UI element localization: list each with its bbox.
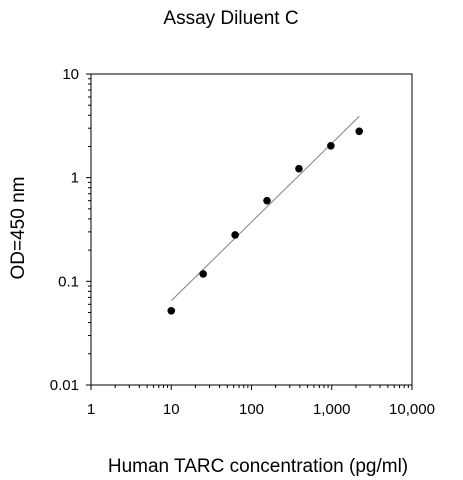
y-tick-label: 0.1 (58, 273, 79, 290)
axis-ticks: 1 10 100 1,000 10,000 0.01 0.1 1 10 (50, 66, 435, 418)
data-point (231, 231, 239, 239)
y-tick-label: 10 (62, 66, 79, 83)
data-point (327, 141, 335, 150)
data-points (167, 127, 364, 315)
y-axis-label: OD=450 nm (8, 177, 29, 280)
y-tick-label: 1 (71, 170, 79, 187)
x-tick-label: 1 (87, 401, 95, 418)
data-point (263, 196, 271, 205)
data-point (295, 164, 303, 173)
plot-area-frame (90, 73, 413, 386)
x-axis-label: Human TARC concentration (pg/ml) (108, 456, 408, 477)
x-tick-label: 10 (163, 401, 180, 418)
data-point (199, 270, 207, 278)
chart-title: Assay Diluent C (163, 8, 298, 29)
x-tick-label: 1,000 (313, 401, 351, 418)
y-tick-label: 0.01 (50, 377, 79, 394)
x-tick-label: 10,000 (389, 401, 435, 418)
data-point (167, 306, 176, 315)
x-tick-label: 100 (239, 401, 264, 418)
data-point (355, 127, 364, 136)
